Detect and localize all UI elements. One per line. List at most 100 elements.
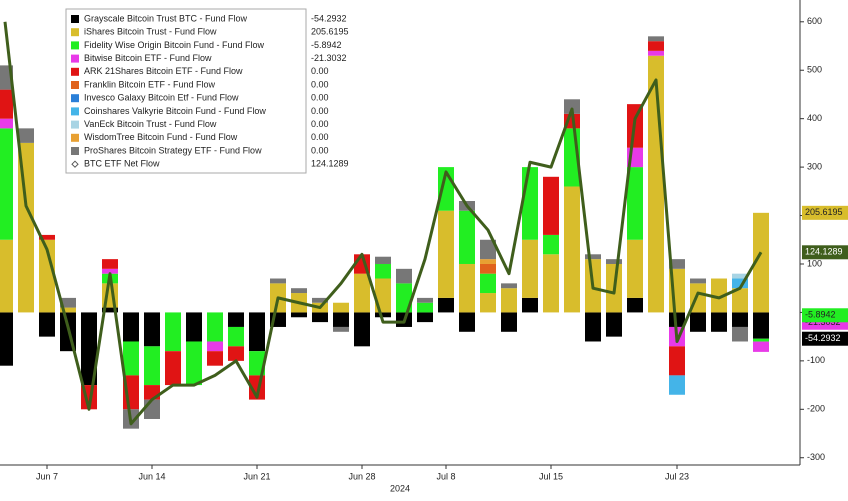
x-tick-label: Jul 15 [539, 471, 563, 481]
legend-name: Coinshares Valkyrie Bitcoin Fund - Fund … [84, 106, 266, 116]
bar-segment [102, 307, 118, 313]
bar-segment [606, 312, 622, 337]
bar-segment [228, 326, 244, 347]
legend-name: Bitwise Bitcoin ETF - Fund Flow [84, 53, 212, 63]
value-tag-label: 124.1289 [805, 247, 843, 257]
legend-value: 0.00 [311, 66, 329, 76]
bar-segment [627, 297, 643, 313]
bar-segment [186, 312, 202, 342]
bar-segment [480, 263, 496, 274]
bar-segment [144, 399, 160, 419]
bar-segment [753, 341, 769, 352]
value-tag [802, 245, 848, 260]
legend-swatch [71, 41, 79, 50]
legend-value: 124.1289 [311, 159, 349, 169]
bar-segment [543, 234, 559, 255]
bar-segment [0, 89, 13, 119]
legend-value: -21.3032 [311, 53, 347, 63]
x-tick-label: Jul 8 [436, 471, 455, 481]
bar-segment [39, 312, 55, 337]
legend-name: Fidelity Wise Origin Bitcoin Fund - Fund… [84, 40, 265, 50]
bar-segment [522, 297, 538, 313]
legend-name: WisdomTree Bitcoin Fund - Fund Flow [84, 132, 238, 142]
legend: Grayscale Bitcoin Trust BTC - Fund Flow -… [65, 8, 349, 174]
y-tick-label: 100 [807, 258, 822, 268]
legend-swatch [71, 147, 79, 155]
bar-segment [648, 50, 664, 56]
bar-segment [564, 186, 580, 313]
value-tag-label: 205.6195 [805, 207, 843, 217]
legend-value: 0.00 [311, 79, 329, 89]
legend-name: ARK 21Shares Bitcoin ETF - Fund Flow [84, 66, 243, 76]
bar-segment [459, 312, 475, 332]
bar-segment [207, 341, 223, 352]
bar-segment [228, 312, 244, 327]
legend-swatch [71, 133, 79, 142]
legend-swatch [71, 94, 79, 103]
legend-value: 0.00 [311, 106, 329, 116]
x-group-label: 2024 [390, 483, 410, 493]
value-tag [802, 331, 848, 346]
bar-segment [375, 278, 391, 313]
y-tick-label: 600 [807, 16, 822, 26]
bar-segment [396, 268, 412, 284]
bar-segment [459, 263, 475, 313]
bar-segment [480, 259, 496, 264]
legend-value: 0.00 [311, 93, 329, 103]
net-flow-line [3, 21, 763, 426]
bar-segment [249, 312, 265, 352]
bar-segment [732, 288, 748, 313]
x-tick-label: Jun 14 [138, 471, 165, 481]
legend-swatch [71, 28, 79, 37]
bar-segment [18, 128, 34, 143]
legend-value: 205.6195 [311, 27, 349, 37]
bar-segment [648, 41, 664, 51]
bar-segment [375, 256, 391, 264]
bar-segment [60, 307, 76, 313]
bar-segment [291, 312, 307, 318]
y-tick-label: 400 [807, 113, 822, 123]
bar-segment [732, 326, 748, 342]
bar-segment [417, 297, 433, 303]
bar-segment [669, 346, 685, 376]
bar-segment [354, 273, 370, 313]
bar-segment [0, 239, 13, 313]
bar-segment [165, 312, 181, 352]
bar-segment [480, 273, 496, 294]
bar-segment [333, 312, 349, 327]
bar-segment [753, 312, 769, 339]
bar-segment [648, 36, 664, 42]
legend-name: Franklin Bitcoin ETF - Fund Flow [84, 79, 216, 89]
y-tick-label: 300 [807, 161, 822, 171]
bar-segment [333, 326, 349, 332]
bar-segment [543, 176, 559, 235]
x-tick-label: Jun 7 [36, 471, 58, 481]
bar-segment [732, 312, 748, 327]
bar-segment [501, 283, 517, 289]
bar-segment [144, 312, 160, 347]
legend-value: 0.00 [311, 145, 329, 155]
bar-segment [627, 239, 643, 298]
bar-segment [0, 312, 13, 366]
y-tick-label: -100 [807, 355, 825, 365]
x-tick-label: Jun 21 [243, 471, 270, 481]
legend-value: -5.8942 [311, 40, 342, 50]
bar-segment [165, 351, 181, 386]
bar-segment [669, 312, 685, 327]
value-tag-label: -54.2932 [805, 333, 841, 343]
bar-segment [711, 312, 727, 332]
legend-marker [71, 160, 79, 168]
bar-segment [564, 99, 580, 114]
bar-segment [753, 338, 769, 342]
bar-segment [480, 239, 496, 260]
bar-segment [522, 239, 538, 298]
bar-segment [459, 210, 475, 264]
bar-segment [711, 278, 727, 313]
legend-swatch [71, 67, 79, 76]
bar-segment [438, 297, 454, 313]
bar-segment [81, 312, 97, 386]
bar-segment [207, 312, 223, 342]
bar-segment [60, 297, 76, 308]
x-tick-label: Jul 23 [665, 471, 689, 481]
